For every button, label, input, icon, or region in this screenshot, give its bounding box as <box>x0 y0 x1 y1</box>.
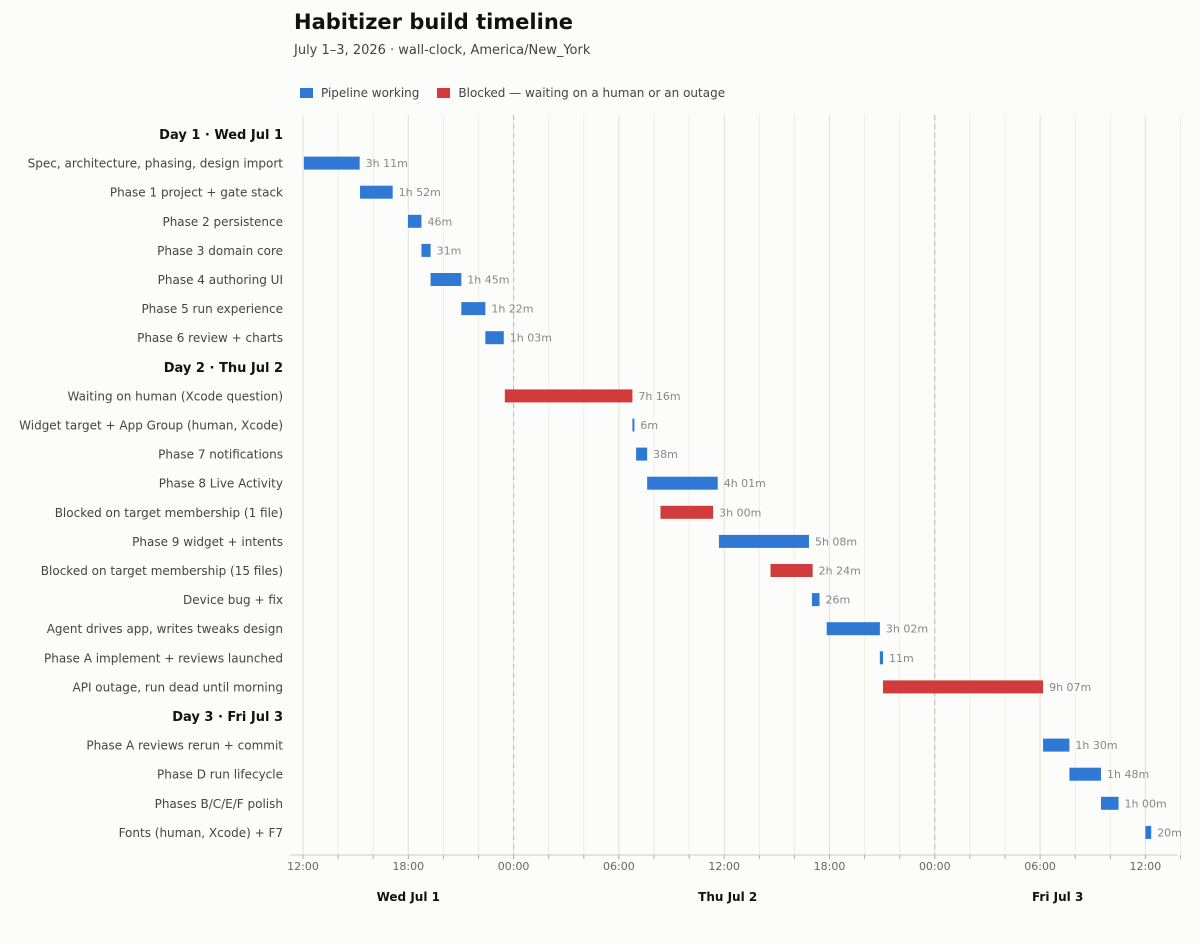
duration-label: 46m <box>427 215 452 228</box>
working-bar <box>632 418 635 432</box>
row-label: Agent drives app, writes tweaks design <box>47 622 283 636</box>
blocked-bar <box>660 505 714 519</box>
row-label: Phase 6 review + charts <box>137 331 283 345</box>
row-label: Waiting on human (Xcode question) <box>68 389 283 403</box>
x-tick-label: 18:00 <box>392 860 424 873</box>
row-label: API outage, run dead until morning <box>73 680 284 694</box>
day-label: Thu Jul 2 <box>698 890 757 904</box>
chart-title: Habitizer build timeline <box>294 10 574 34</box>
working-bar <box>811 593 820 607</box>
x-tick-label: 18:00 <box>814 860 846 873</box>
x-tick-label: 06:00 <box>1024 860 1056 873</box>
row-label: Phase 4 authoring UI <box>158 273 283 287</box>
blocked-bar <box>770 564 813 577</box>
duration-label: 1h 03m <box>510 332 552 345</box>
row-label: Device bug + fix <box>183 593 283 607</box>
day-header: Day 2 · Thu Jul 2 <box>164 361 283 376</box>
duration-label: 3h 02m <box>886 623 928 636</box>
legend-swatch-blocked <box>437 88 451 98</box>
working-bar <box>1069 767 1101 781</box>
working-bar <box>485 331 504 345</box>
row-label: Blocked on target membership (1 file) <box>55 506 283 520</box>
row-label: Phase D run lifecycle <box>157 768 283 782</box>
x-tick-label: 06:00 <box>603 860 635 873</box>
blocked-bar <box>883 680 1044 694</box>
x-tick-label: 00:00 <box>498 860 530 873</box>
working-bar <box>826 622 880 636</box>
row-label: Spec, architecture, phasing, design impo… <box>28 157 284 171</box>
duration-label: 4h 01m <box>724 477 766 490</box>
duration-label: 3h 00m <box>719 506 761 519</box>
duration-label: 26m <box>825 594 850 607</box>
row-label: Phase A implement + reviews launched <box>44 651 283 665</box>
legend-swatch-working <box>300 88 313 98</box>
working-bar <box>718 534 809 548</box>
x-tick-label: 12:00 <box>1130 860 1162 873</box>
legend-item-blocked: Blocked — waiting on a human or an outag… <box>437 86 725 100</box>
day-label: Wed Jul 1 <box>377 890 440 904</box>
working-bar <box>360 185 393 199</box>
working-bar <box>1145 825 1152 839</box>
day-header: Day 1 · Wed Jul 1 <box>159 128 283 143</box>
duration-label: 1h 52m <box>399 186 441 199</box>
x-tick-label: 12:00 <box>708 860 740 873</box>
duration-label: 1h 22m <box>491 303 533 316</box>
working-bar <box>303 156 360 170</box>
duration-label: 5h 08m <box>815 535 857 548</box>
legend-label-working: Pipeline working <box>321 86 420 100</box>
working-bar <box>647 476 718 490</box>
working-bar <box>1100 796 1119 810</box>
legend-item-working: Pipeline working <box>300 86 419 100</box>
duration-label: 7h 16m <box>638 390 680 403</box>
x-tick-label: 00:00 <box>919 860 951 873</box>
legend: Pipeline working Blocked — waiting on a … <box>300 86 743 100</box>
row-label: Phase 9 widget + intents <box>132 535 283 549</box>
duration-label: 1h 30m <box>1075 739 1117 752</box>
blocked-bar <box>504 389 633 403</box>
duration-label: 1h 48m <box>1107 768 1149 781</box>
duration-label: 1h 00m <box>1125 797 1167 810</box>
duration-label: 1h 45m <box>467 274 509 287</box>
row-label: Phase 3 domain core <box>157 244 283 258</box>
legend-label-blocked: Blocked — waiting on a human or an outag… <box>458 86 726 100</box>
row-label: Phase 2 persistence <box>162 215 283 229</box>
row-label: Fonts (human, Xcode) + F7 <box>119 826 283 840</box>
row-label: Phases B/C/E/F polish <box>155 797 283 811</box>
row-label: Phase A reviews rerun + commit <box>86 739 283 753</box>
duration-label: 6m <box>640 419 658 432</box>
row-label: Blocked on target membership (15 files) <box>41 564 283 578</box>
duration-label: 38m <box>653 448 678 461</box>
duration-label: 31m <box>437 244 462 257</box>
working-bar <box>461 302 486 316</box>
working-bar <box>1043 738 1070 752</box>
row-label: Phase 8 Live Activity <box>159 477 283 491</box>
chart-subtitle: July 1–3, 2026 · wall-clock, America/New… <box>294 43 591 58</box>
duration-label: 20m <box>1157 826 1182 839</box>
working-bar <box>407 214 422 228</box>
row-label: Phase 1 project + gate stack <box>110 186 283 200</box>
duration-label: 2h 24m <box>819 565 861 578</box>
duration-label: 3h 11m <box>366 157 408 170</box>
x-tick-label: 12:00 <box>287 860 319 873</box>
row-label: Widget target + App Group (human, Xcode) <box>19 419 283 433</box>
working-bar <box>879 651 884 665</box>
day-header: Day 3 · Fri Jul 3 <box>172 710 283 725</box>
duration-label: 11m <box>889 652 914 665</box>
row-label: Phase 5 run experience <box>141 302 283 316</box>
row-label: Phase 7 notifications <box>158 448 283 462</box>
working-bar <box>421 243 431 257</box>
day-label: Fri Jul 3 <box>1032 890 1083 904</box>
working-bar <box>636 447 648 461</box>
working-bar <box>430 273 462 286</box>
duration-label: 9h 07m <box>1049 681 1091 694</box>
